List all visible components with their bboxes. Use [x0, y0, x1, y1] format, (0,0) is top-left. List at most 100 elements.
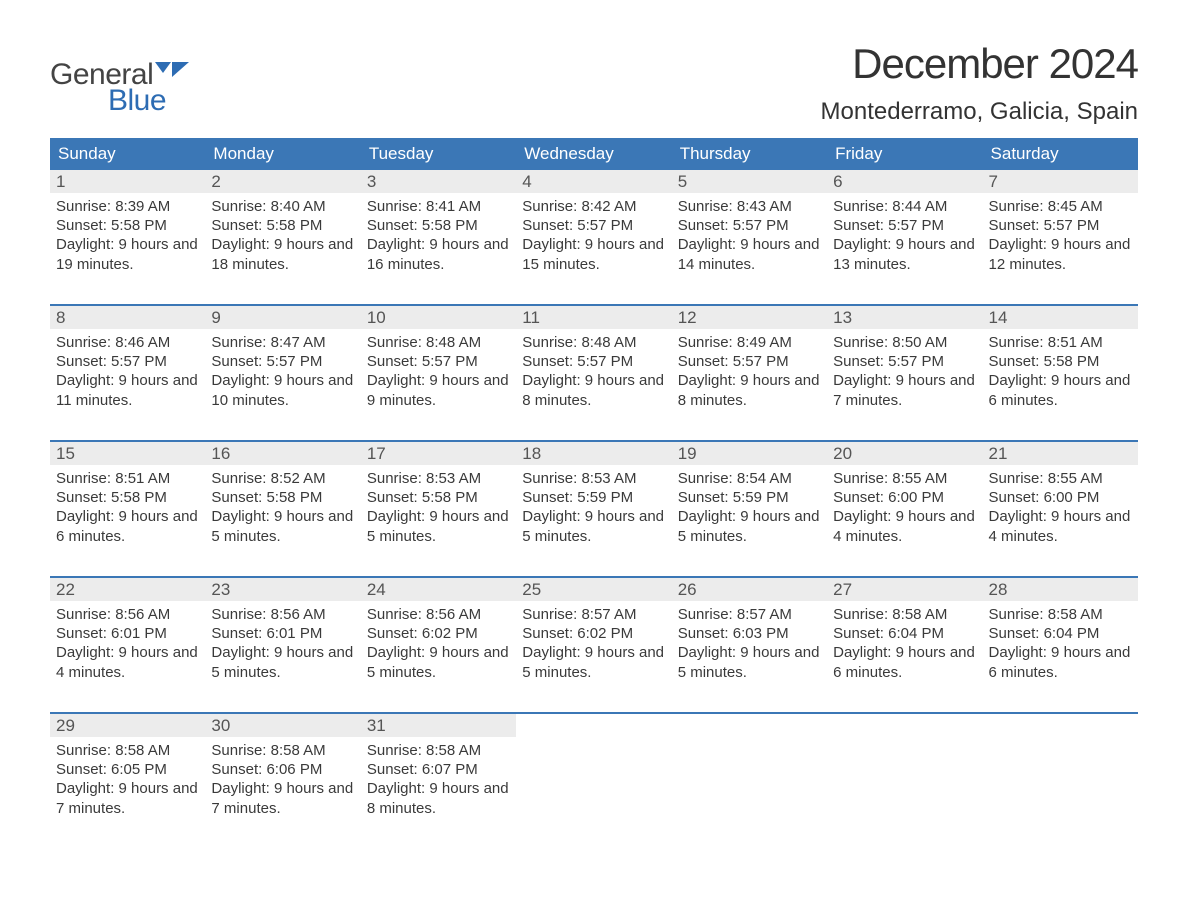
- day-cell: 9Sunrise: 8:47 AMSunset: 5:57 PMDaylight…: [205, 306, 360, 434]
- day-cell: 19Sunrise: 8:54 AMSunset: 5:59 PMDayligh…: [672, 442, 827, 570]
- sunrise-line: Sunrise: 8:43 AM: [678, 197, 821, 216]
- day-details: Sunrise: 8:43 AMSunset: 5:57 PMDaylight:…: [672, 193, 827, 280]
- day-details: Sunrise: 8:40 AMSunset: 5:58 PMDaylight:…: [205, 193, 360, 280]
- day-number: 31: [361, 714, 516, 737]
- sunset-line: Sunset: 6:00 PM: [833, 488, 976, 507]
- day-details: Sunrise: 8:58 AMSunset: 6:05 PMDaylight:…: [50, 737, 205, 824]
- day-number: 26: [672, 578, 827, 601]
- week-row: 15Sunrise: 8:51 AMSunset: 5:58 PMDayligh…: [50, 440, 1138, 570]
- daylight-line: Daylight: 9 hours and 7 minutes.: [833, 371, 976, 409]
- day-cell: 13Sunrise: 8:50 AMSunset: 5:57 PMDayligh…: [827, 306, 982, 434]
- day-cell: 22Sunrise: 8:56 AMSunset: 6:01 PMDayligh…: [50, 578, 205, 706]
- day-number: 14: [983, 306, 1138, 329]
- day-number: 23: [205, 578, 360, 601]
- sunrise-line: Sunrise: 8:52 AM: [211, 469, 354, 488]
- day-number: 16: [205, 442, 360, 465]
- day-number: 10: [361, 306, 516, 329]
- daylight-line: Daylight: 9 hours and 16 minutes.: [367, 235, 510, 273]
- day-details: Sunrise: 8:56 AMSunset: 6:02 PMDaylight:…: [361, 601, 516, 688]
- day-details: Sunrise: 8:58 AMSunset: 6:07 PMDaylight:…: [361, 737, 516, 824]
- day-details: Sunrise: 8:50 AMSunset: 5:57 PMDaylight:…: [827, 329, 982, 416]
- sunset-line: Sunset: 6:02 PM: [367, 624, 510, 643]
- sunset-line: Sunset: 6:01 PM: [211, 624, 354, 643]
- sunrise-line: Sunrise: 8:41 AM: [367, 197, 510, 216]
- day-cell: 23 Sunrise: 8:56 AMSunset: 6:01 PMDayligh…: [205, 578, 360, 706]
- sunset-line: Sunset: 6:05 PM: [56, 760, 199, 779]
- day-cell: 14Sunrise: 8:51 AMSunset: 5:58 PMDayligh…: [983, 306, 1138, 434]
- sunrise-line: Sunrise: 8:57 AM: [678, 605, 821, 624]
- sunrise-line: Sunrise: 8:58 AM: [833, 605, 976, 624]
- daylight-line: Daylight: 9 hours and 8 minutes.: [367, 779, 510, 817]
- day-number: 21: [983, 442, 1138, 465]
- day-cell: 18Sunrise: 8:53 AMSunset: 5:59 PMDayligh…: [516, 442, 671, 570]
- sunset-line: Sunset: 6:04 PM: [989, 624, 1132, 643]
- day-number: 18: [516, 442, 671, 465]
- sunset-line: Sunset: 5:58 PM: [211, 488, 354, 507]
- sunset-line: Sunset: 5:59 PM: [522, 488, 665, 507]
- sunset-line: Sunset: 5:57 PM: [522, 216, 665, 235]
- day-details: Sunrise: 8:58 AMSunset: 6:04 PMDaylight:…: [827, 601, 982, 688]
- day-number: 27: [827, 578, 982, 601]
- sunset-line: Sunset: 5:58 PM: [211, 216, 354, 235]
- sunset-line: Sunset: 5:57 PM: [367, 352, 510, 371]
- sunrise-line: Sunrise: 8:54 AM: [678, 469, 821, 488]
- day-cell: 16Sunrise: 8:52 AMSunset: 5:58 PMDayligh…: [205, 442, 360, 570]
- sunrise-line: Sunrise: 8:58 AM: [989, 605, 1132, 624]
- day-details: Sunrise: 8:49 AMSunset: 5:57 PMDaylight:…: [672, 329, 827, 416]
- daylight-line: Daylight: 9 hours and 15 minutes.: [522, 235, 665, 273]
- logo: General Blue: [50, 40, 189, 118]
- sunset-line: Sunset: 5:57 PM: [522, 352, 665, 371]
- daylight-line: Daylight: 9 hours and 6 minutes.: [833, 643, 976, 681]
- day-cell: 27Sunrise: 8:58 AMSunset: 6:04 PMDayligh…: [827, 578, 982, 706]
- day-details: Sunrise: 8:48 AMSunset: 5:57 PMDaylight:…: [516, 329, 671, 416]
- day-cell: 17Sunrise: 8:53 AMSunset: 5:58 PMDayligh…: [361, 442, 516, 570]
- daylight-line: Daylight: 9 hours and 11 minutes.: [56, 371, 199, 409]
- sunrise-line: Sunrise: 8:45 AM: [989, 197, 1132, 216]
- day-cell: 20Sunrise: 8:55 AMSunset: 6:00 PMDayligh…: [827, 442, 982, 570]
- day-number: 11: [516, 306, 671, 329]
- weekday-tuesday: Tuesday: [361, 138, 516, 170]
- daylight-line: Daylight: 9 hours and 5 minutes.: [211, 643, 354, 681]
- day-cell: 7Sunrise: 8:45 AMSunset: 5:57 PMDaylight…: [983, 170, 1138, 298]
- weekday-wednesday: Wednesday: [516, 138, 671, 170]
- day-details: Sunrise: 8:42 AMSunset: 5:57 PMDaylight:…: [516, 193, 671, 280]
- sunrise-line: Sunrise: 8:56 AM: [56, 605, 199, 624]
- daylight-line: Daylight: 9 hours and 4 minutes.: [989, 507, 1132, 545]
- sunrise-line: Sunrise: 8:47 AM: [211, 333, 354, 352]
- day-cell: 1Sunrise: 8:39 AMSunset: 5:58 PMDaylight…: [50, 170, 205, 298]
- day-details: Sunrise: 8:55 AMSunset: 6:00 PMDaylight:…: [827, 465, 982, 552]
- day-details: Sunrise: 8:58 AMSunset: 6:06 PMDaylight:…: [205, 737, 360, 824]
- daylight-line: Daylight: 9 hours and 12 minutes.: [989, 235, 1132, 273]
- sunset-line: Sunset: 6:07 PM: [367, 760, 510, 779]
- day-details: Sunrise: 8:57 AMSunset: 6:03 PMDaylight:…: [672, 601, 827, 688]
- daylight-line: Daylight: 9 hours and 7 minutes.: [211, 779, 354, 817]
- day-number: 25: [516, 578, 671, 601]
- day-details: Sunrise: 8:47 AMSunset: 5:57 PMDaylight:…: [205, 329, 360, 416]
- day-cell: [672, 714, 827, 842]
- day-cell: 12Sunrise: 8:49 AMSunset: 5:57 PMDayligh…: [672, 306, 827, 434]
- sunset-line: Sunset: 5:58 PM: [367, 216, 510, 235]
- day-details: Sunrise: 8:52 AMSunset: 5:58 PMDaylight:…: [205, 465, 360, 552]
- day-cell: 26Sunrise: 8:57 AMSunset: 6:03 PMDayligh…: [672, 578, 827, 706]
- day-details: Sunrise: 8:56 AMSunset: 6:01 PMDaylight:…: [50, 601, 205, 688]
- sunrise-line: Sunrise: 8:51 AM: [56, 469, 199, 488]
- month-title: December 2024: [821, 40, 1138, 88]
- week-row: 8Sunrise: 8:46 AMSunset: 5:57 PMDaylight…: [50, 304, 1138, 434]
- day-number: 2: [205, 170, 360, 193]
- day-cell: 15Sunrise: 8:51 AMSunset: 5:58 PMDayligh…: [50, 442, 205, 570]
- title-block: December 2024 Montederramo, Galicia, Spa…: [821, 40, 1138, 126]
- sunrise-line: Sunrise: 8:56 AM: [211, 605, 354, 624]
- logo-text-blue: Blue: [108, 84, 166, 118]
- daylight-line: Daylight: 9 hours and 18 minutes.: [211, 235, 354, 273]
- day-cell: 5Sunrise: 8:43 AMSunset: 5:57 PMDaylight…: [672, 170, 827, 298]
- day-number: 6: [827, 170, 982, 193]
- day-number: 24: [361, 578, 516, 601]
- day-number: 12: [672, 306, 827, 329]
- sunrise-line: Sunrise: 8:49 AM: [678, 333, 821, 352]
- sunset-line: Sunset: 5:58 PM: [56, 488, 199, 507]
- sunrise-line: Sunrise: 8:42 AM: [522, 197, 665, 216]
- sunset-line: Sunset: 5:57 PM: [833, 352, 976, 371]
- day-cell: [983, 714, 1138, 842]
- day-details: Sunrise: 8:46 AMSunset: 5:57 PMDaylight:…: [50, 329, 205, 416]
- day-details: Sunrise: 8:58 AMSunset: 6:04 PMDaylight:…: [983, 601, 1138, 688]
